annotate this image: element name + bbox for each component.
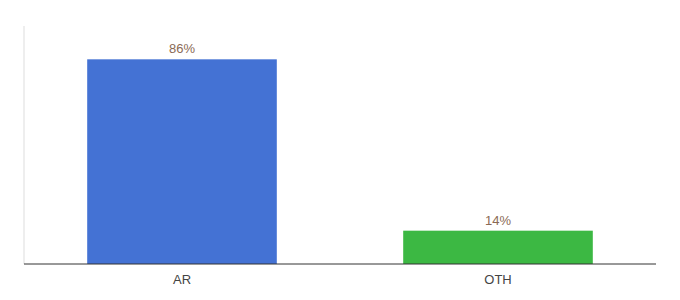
bar [87, 59, 277, 264]
chart: 86% 14% AR OTH [0, 0, 680, 300]
bars [87, 59, 593, 264]
x-tick-label: OTH [484, 272, 511, 287]
x-tick-label: AR [173, 272, 191, 287]
bar [403, 231, 593, 264]
chart-container: 86% 14% AR OTH [0, 0, 680, 300]
data-label: 14% [485, 213, 511, 228]
data-label: 86% [169, 41, 195, 56]
x-axis-line [24, 264, 656, 265]
data-labels: 86% 14% [169, 41, 511, 227]
x-tick-labels: AR OTH [173, 272, 512, 287]
y-range-line [24, 26, 25, 264]
